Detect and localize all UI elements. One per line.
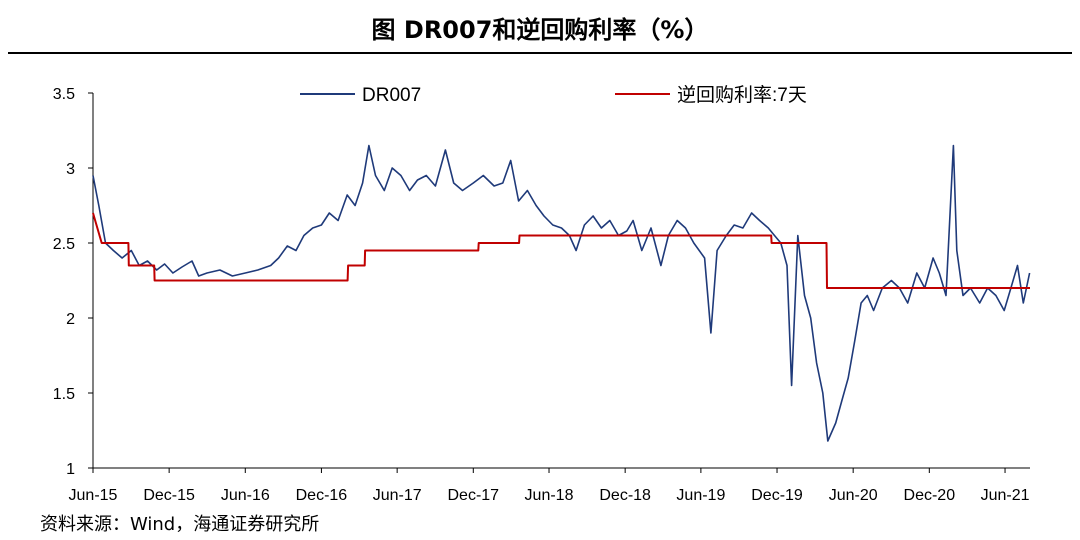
y-tick-label: 3 (66, 161, 75, 178)
y-tick-label: 2 (66, 311, 75, 328)
chart-title: 图 DR007和逆回购利率（%） (371, 16, 709, 44)
x-tick-label: Dec-17 (448, 487, 500, 504)
x-tick-label: Jun-15 (69, 487, 118, 504)
axes-group: 1 1.5 2 2.5 3 3.5 Jun-15 Dec-15 Jun-16 Dec-16 Jun-… (53, 86, 1030, 504)
x-tick-label: Dec-18 (599, 487, 651, 504)
legend-label-1: 逆回购利率:7天 (677, 84, 807, 106)
x-tick-label: Jun-18 (525, 487, 574, 504)
legend-label-0: DR007 (362, 85, 421, 106)
series-line-1 (92, 212, 1030, 289)
y-tick-label: 1.5 (53, 386, 75, 403)
line-chart: 1 1.5 2 2.5 3 3.5 Jun-15 Dec-15 Jun-16 Dec-16 Jun-… (53, 84, 1031, 504)
title-divider (8, 52, 1072, 54)
x-tick-label: Jun-16 (221, 487, 270, 504)
x-tick-label: Dec-19 (751, 487, 803, 504)
series-line-0 (92, 144, 1031, 442)
source-note: 资料来源：Wind，海通证券研究所 (40, 514, 320, 535)
y-tick-label: 1 (66, 461, 75, 478)
x-tick-label: Dec-15 (143, 487, 195, 504)
y-tick-label: 3.5 (53, 86, 75, 103)
x-tick-label: Jun-20 (829, 487, 878, 504)
x-tick-label: Dec-20 (904, 487, 956, 504)
legend: DR007 逆回购利率:7天 (300, 84, 807, 106)
y-tick-label: 2.5 (53, 236, 75, 253)
x-tick-label: Jun-21 (981, 487, 1030, 504)
series-group (92, 144, 1031, 442)
x-tick-label: Jun-19 (676, 487, 725, 504)
x-tick-label: Jun-17 (373, 487, 422, 504)
x-tick-label: Dec-16 (296, 487, 348, 504)
